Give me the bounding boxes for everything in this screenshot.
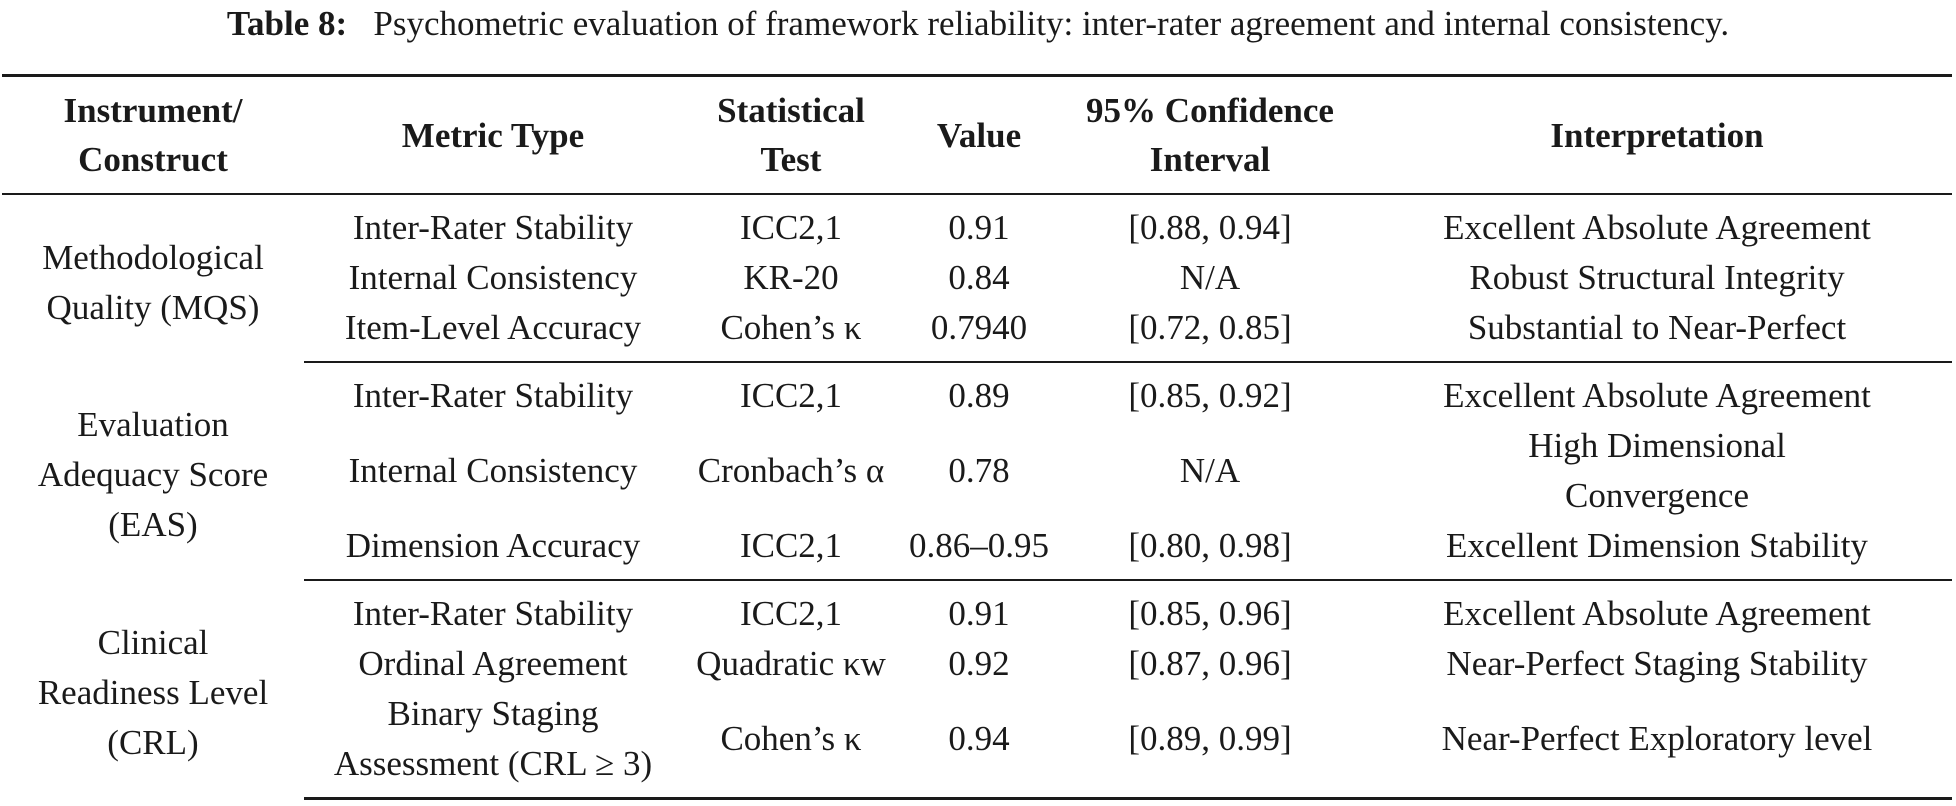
value-cell: 0.86–0.95 xyxy=(900,521,1058,581)
metric-cell: Inter-Rater Stability xyxy=(352,208,634,247)
table-row: Internal Consistency KR-20 0.84 N/A Robu… xyxy=(2,253,1952,303)
ci-cell: [0.85, 0.96] xyxy=(1128,594,1292,633)
value-cell: 0.84 xyxy=(948,258,1010,297)
header-statistical-test: Statistical Test xyxy=(682,74,900,195)
value-cell: 0.89 xyxy=(948,376,1010,415)
ci-cell: [0.87, 0.96] xyxy=(1128,644,1292,683)
ci-cell: [0.80, 0.98] xyxy=(1058,521,1362,581)
header-metric-type: Metric Type xyxy=(304,74,682,195)
header-confidence-interval: 95% Confidence Interval xyxy=(1058,74,1362,195)
ci-cell: N/A xyxy=(1179,258,1241,297)
header-value: Value xyxy=(900,74,1058,195)
table-group-eas: Evaluation Adequacy Score (EAS) Inter-Ra… xyxy=(2,362,1952,581)
table-row: Internal Consistency Cronbach’s α 0.78 N… xyxy=(2,421,1952,521)
value-cell: 0.78 xyxy=(948,451,1010,490)
construct-cell: Evaluation Adequacy Score (EAS) xyxy=(37,405,269,544)
value-cell: 0.7940 xyxy=(900,303,1058,363)
table-row: Binary Staging Assessment (CRL ≥ 3) Cohe… xyxy=(2,689,1952,800)
test-cell: Cohen’s κ xyxy=(682,303,900,363)
ci-cell: [0.88, 0.94] xyxy=(1128,208,1292,247)
test-cell: KR-20 xyxy=(743,258,839,297)
metric-cell: Inter-Rater Stability xyxy=(352,376,634,415)
value-cell: 0.91 xyxy=(948,594,1010,633)
table-row: Ordinal Agreement Quadratic κw 0.92 [0.8… xyxy=(2,639,1952,689)
table-row: Evaluation Adequacy Score (EAS) Inter-Ra… xyxy=(2,362,1952,544)
table-caption: Table 8: Psychometric evaluation of fram… xyxy=(0,0,1956,60)
ci-cell: N/A xyxy=(1179,451,1241,490)
interpretation-cell: Robust Structural Integrity xyxy=(1469,258,1845,297)
interpretation-cell: Excellent Dimension Stability xyxy=(1362,521,1952,581)
caption-text xyxy=(356,4,374,43)
test-cell: Cohen’s κ xyxy=(682,689,900,800)
construct-cell: Methodological Quality (MQS) xyxy=(42,237,264,327)
table-group-crl: Clinical Readiness Level (CRL) Inter-Rat… xyxy=(2,580,1952,800)
caption-body: Psychometric evaluation of framework rel… xyxy=(373,4,1730,43)
table-row: Methodological Quality (MQS) Inter-Rater… xyxy=(2,194,1952,327)
metric-cell: Internal Consistency xyxy=(348,451,638,490)
interpretation-cell: Excellent Absolute Agreement xyxy=(1443,594,1871,633)
metric-cell: Ordinal Agreement xyxy=(358,644,628,683)
interpretation-cell: Substantial to Near-Perfect xyxy=(1362,303,1952,363)
value-cell: 0.94 xyxy=(900,689,1058,800)
interpretation-cell: Excellent Absolute Agreement xyxy=(1443,376,1871,415)
value-cell: 0.92 xyxy=(948,644,1010,683)
interpretation-cell: Excellent Absolute Agreement xyxy=(1443,208,1871,247)
header-construct: Instrument/Construct xyxy=(2,74,304,195)
construct-cell: Clinical Readiness Level (CRL) xyxy=(37,623,269,763)
test-cell: ICC2,1 xyxy=(739,208,843,247)
table-row: Item-Level Accuracy Cohen’s κ 0.7940 [0.… xyxy=(2,303,1952,363)
metric-cell: Dimension Accuracy xyxy=(304,521,682,581)
ci-cell: [0.89, 0.99] xyxy=(1058,689,1362,800)
interpretation-cell: High Dimensional Convergence xyxy=(1528,426,1786,515)
table-group-mqs: Methodological Quality (MQS) Inter-Rater… xyxy=(2,194,1952,363)
metric-cell: Inter-Rater Stability xyxy=(352,594,634,633)
test-cell: Quadratic κw xyxy=(696,644,886,683)
table-header: Instrument/Construct Metric Type Statist… xyxy=(2,74,1952,195)
metric-cell: Internal Consistency xyxy=(348,258,638,297)
table-row: Clinical Readiness Level (CRL) Inter-Rat… xyxy=(2,580,1952,762)
interpretation-cell: Near-Perfect Staging Stability xyxy=(1446,644,1868,683)
caption-label: Table 8: xyxy=(226,4,348,43)
test-cell: ICC2,1 xyxy=(739,376,843,415)
ci-cell: [0.72, 0.85] xyxy=(1058,303,1362,363)
reliability-table: Instrument/Construct Metric Type Statist… xyxy=(2,74,1952,800)
table-row: Dimension Accuracy ICC2,1 0.86–0.95 [0.8… xyxy=(2,521,1952,581)
interpretation-cell: Near-Perfect Exploratory level xyxy=(1362,689,1952,800)
metric-cell: Item-Level Accuracy xyxy=(304,303,682,363)
test-cell: ICC2,1 xyxy=(739,594,843,633)
test-cell: Cronbach’s α xyxy=(697,451,885,490)
ci-cell: [0.85, 0.92] xyxy=(1128,376,1292,415)
value-cell: 0.91 xyxy=(948,208,1010,247)
test-cell: ICC2,1 xyxy=(682,521,900,581)
header-interpretation: Interpretation xyxy=(1362,74,1952,195)
metric-cell: Binary Staging Assessment (CRL ≥ 3) xyxy=(304,689,682,800)
header-row: Instrument/Construct Metric Type Statist… xyxy=(2,74,1952,195)
